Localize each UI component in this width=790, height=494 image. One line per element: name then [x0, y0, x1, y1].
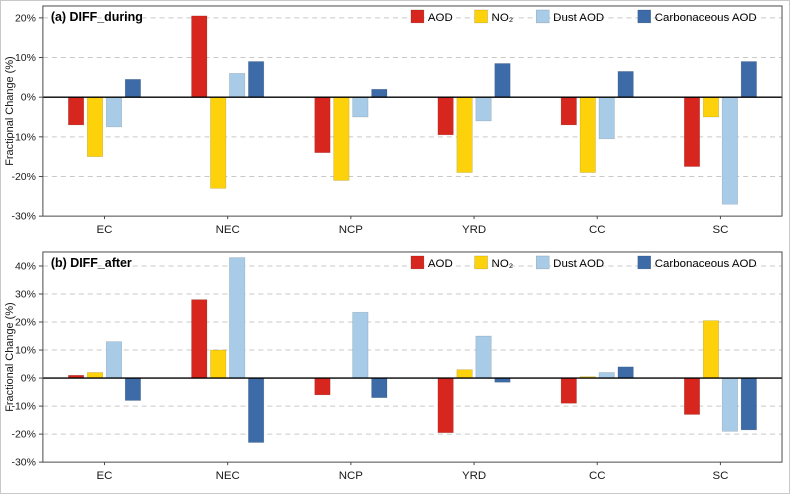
y-tick-label: 10% [15, 53, 36, 64]
bar-dust-aod-cc [598, 372, 615, 379]
bar-dust-aod-cc [598, 96, 615, 140]
plot-border [42, 5, 783, 217]
bar-aod-cc [560, 96, 577, 126]
bar-dust-aod-sc [721, 96, 738, 205]
bar-dust-aod-ec [105, 96, 122, 128]
y-tick-label: 20% [15, 13, 36, 24]
bar-aod-sc [683, 377, 701, 415]
plot-border [42, 251, 783, 463]
bar-dust-aod-ncp [352, 311, 369, 379]
bar-carbonaceous-aod-sc [740, 377, 757, 431]
y-tick-label: 0% [21, 374, 36, 385]
category-label: SC [712, 224, 728, 236]
bar-carbonaceous-aod-ncp [371, 88, 388, 98]
bar-no2-ec [86, 96, 104, 157]
bar-no2-sc [702, 96, 719, 118]
category-label: SC [712, 470, 728, 482]
legend-label-no2: NO₂ [492, 258, 514, 270]
bar-carbonaceous-aod-nec [248, 61, 265, 98]
bar-dust-aod-ncp [352, 96, 369, 118]
bar-no2-yrd [456, 369, 473, 379]
y-tick-label: 40% [15, 261, 36, 272]
category-label: EC [97, 470, 113, 482]
bar-carbonaceous-aod-cc [617, 71, 634, 98]
bar-aod-nec [191, 299, 208, 379]
legend-label-no2: NO₂ [492, 12, 514, 24]
bar-aod-sc [683, 96, 701, 167]
bar-no2-nec [210, 349, 227, 379]
y-axis-label: Fractional Change (%) [4, 56, 16, 166]
bar-aod-ncp [314, 96, 331, 153]
bar-carbonaceous-aod-ec [124, 377, 141, 401]
y-tick-label: 30% [15, 290, 36, 301]
legend-label-aod: AOD [428, 12, 453, 24]
bar-carbonaceous-aod-nec [248, 377, 265, 443]
y-axis-label: Fractional Change (%) [4, 302, 16, 412]
y-tick-label: -30% [11, 458, 35, 469]
chart-panel-a: -30% -20% -10% 0% 10% 20% EC NEC NCP YRD CC SC (a) D… [4, 5, 783, 236]
bar-carbonaceous-aod-ec [124, 79, 141, 98]
legend-swatch-no2 [474, 255, 488, 270]
category-label: EC [97, 224, 113, 236]
legend-swatch-dust-aod [535, 255, 550, 270]
y-tick-label: -30% [11, 212, 35, 223]
bar-aod-ncp [314, 377, 331, 396]
category-label: NEC [216, 224, 240, 236]
bar-aod-yrd [437, 377, 454, 434]
chart-panel-b: -30% -20% -10% 0% 10% 20% 30% 40% EC NEC NCP YRD CC S… [4, 251, 783, 482]
legend-swatch-no2 [474, 9, 488, 24]
category-label: YRD [462, 224, 486, 236]
legend: Carbonaceous AOD Dust AOD NO₂ AOD [410, 9, 757, 24]
legend-swatch-dust-aod [535, 9, 550, 24]
y-tick-label: 20% [15, 318, 36, 329]
category-label: CC [589, 224, 606, 236]
bar-dust-aod-yrd [475, 335, 492, 379]
y-tick-label: -20% [11, 430, 35, 441]
bar-no2-nec [210, 96, 227, 189]
bar-dust-aod-yrd [475, 96, 492, 122]
bar-aod-cc [560, 377, 577, 404]
category-label: CC [589, 470, 606, 482]
bar-aod-nec [191, 15, 208, 98]
y-tick-label: -20% [11, 172, 35, 183]
panel-title: (b) DIFF_after [51, 256, 132, 270]
bar-no2-yrd [456, 96, 473, 173]
legend-swatch-carbonaceous-aod [637, 255, 652, 270]
category-label: NCP [339, 224, 364, 236]
legend-label-dust-aod: Dust AOD [553, 258, 604, 270]
category-label: NEC [216, 470, 240, 482]
legend-label-aod: AOD [428, 258, 453, 270]
legend-label-dust-aod: Dust AOD [553, 12, 604, 24]
y-tick-label: -10% [11, 402, 35, 413]
y-tick-label: -10% [11, 132, 35, 143]
category-label: NCP [339, 470, 364, 482]
panel-title: (a) DIFF_during [51, 10, 143, 24]
bar-aod-ec [68, 96, 85, 126]
bar-no2-sc [702, 320, 719, 379]
legend-label-carbonaceous-aod: Carbonaceous AOD [655, 12, 757, 24]
bar-dust-aod-nec [229, 73, 246, 98]
bar-dust-aod-nec [229, 257, 246, 379]
bar-carbonaceous-aod-cc [617, 366, 634, 379]
legend-label-carbonaceous-aod: Carbonaceous AOD [655, 258, 757, 270]
legend-swatch-aod [410, 255, 425, 270]
bar-dust-aod-ec [105, 341, 122, 379]
bar-carbonaceous-aod-sc [740, 61, 757, 98]
category-label: YRD [462, 470, 486, 482]
bar-dust-aod-sc [721, 377, 738, 432]
bar-no2-ec [86, 372, 104, 379]
bar-carbonaceous-aod-ncp [371, 377, 388, 398]
legend-swatch-carbonaceous-aod [637, 9, 652, 24]
bar-carbonaceous-aod-yrd [494, 63, 511, 98]
bar-no2-cc [579, 96, 596, 173]
legend-swatch-aod [410, 9, 425, 24]
bar-aod-yrd [437, 96, 454, 136]
y-tick-label: 10% [15, 346, 36, 357]
legend: Carbonaceous AOD Dust AOD NO₂ AOD [410, 255, 757, 270]
bar-no2-ncp [333, 96, 350, 181]
y-tick-label: 0% [21, 93, 36, 104]
